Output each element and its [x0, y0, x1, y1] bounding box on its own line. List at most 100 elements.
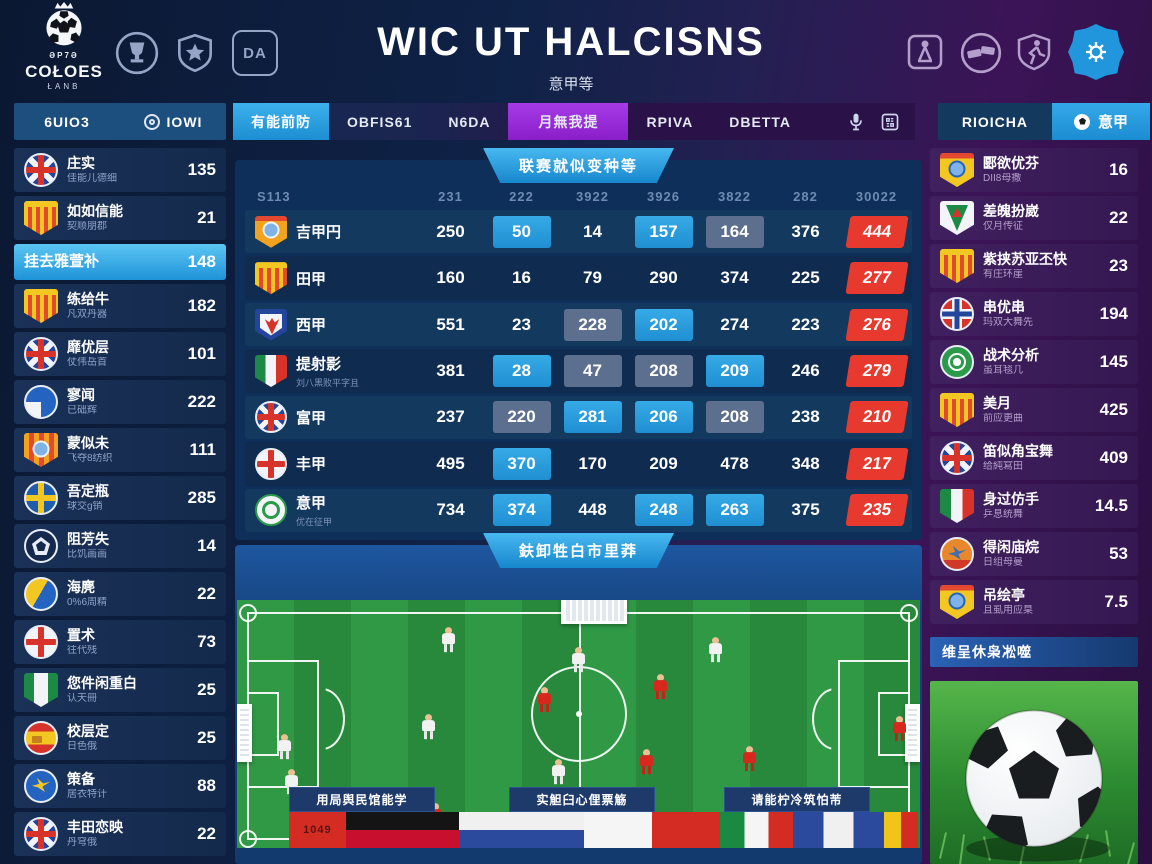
nav-button-label: 6UIO3	[44, 113, 90, 130]
column-header: 231	[438, 188, 463, 204]
list-item-text: 串优串 玛双大舞先	[983, 299, 1091, 329]
uk-flag-icon	[24, 153, 58, 187]
stat-value: 228	[563, 308, 622, 341]
left-sidebar-list-item[interactable]: 您件闲重白 认天冊 25	[14, 668, 226, 712]
pitch-panel-badge: 鈇卸牲白市里莽	[482, 533, 675, 568]
stat-value: 734	[436, 500, 465, 520]
nav-button-1[interactable]: 6UIO3	[14, 103, 120, 140]
left-sidebar-list-item[interactable]: 策备 居衣特计 88	[14, 764, 226, 808]
stat-cell: 50	[486, 215, 557, 248]
athlete-icon[interactable]	[903, 30, 949, 76]
left-sidebar-list-item[interactable]: 阻芳失 比饥画画 14	[14, 524, 226, 568]
list-item-subtitle: 佳能儿德细	[67, 173, 117, 185]
list-item-title: 串优串	[983, 299, 1025, 316]
list-item-text: 战术分析 虽耳毯几	[983, 347, 1091, 377]
right-sidebar-list-item[interactable]: 串优串 玛双大舞先 194	[930, 292, 1138, 336]
right-sidebar-list-item[interactable]: 紫挟苏亚丕快 有庄环崖 23	[930, 244, 1138, 288]
right-sidebar-list-item[interactable]: 笛似角宝舞 给純寫田 409	[930, 436, 1138, 480]
left-sidebar-list-item[interactable]: 练给牛 凡双丹器 182	[14, 284, 226, 328]
player-shield-icon[interactable]	[1012, 30, 1058, 76]
stat-cell: 28	[486, 354, 557, 387]
tab-4[interactable]: 月無我提	[508, 103, 629, 140]
list-item-subtitle: 日组母曼	[983, 557, 1023, 569]
table-row[interactable]: 田甲 160 16 79 290 374 225 277	[245, 256, 912, 300]
handshake-icon[interactable]	[958, 30, 1004, 76]
right-sidebar-list-item[interactable]: 身过仿手 乒息统舞 14.5	[930, 484, 1138, 528]
stat-cell: 370	[486, 447, 557, 480]
right-sidebar-list-item[interactable]: 吊绘亭 且虱用应臬 7.5	[930, 580, 1138, 624]
list-item-value: 145	[1099, 352, 1128, 371]
stat-cell: 290	[628, 262, 699, 294]
list-item-subtitle: 有庄环崖	[983, 269, 1023, 281]
left-sidebar-list-item[interactable]: 蒙似未 飞夺8纺织 111	[14, 428, 226, 472]
right-sidebar-list-item[interactable]: 战术分析 虽耳毯几 145	[930, 340, 1138, 384]
norway-icon	[940, 297, 974, 331]
list-item-subtitle: 凡双丹器	[67, 309, 107, 321]
nigeria-icon	[24, 673, 58, 707]
list-item-subtitle: 前应更曲	[983, 413, 1023, 425]
list-item-text: 吊绘亭 且虱用应臬	[983, 587, 1095, 617]
stat-value: 381	[436, 360, 465, 380]
left-sidebar-list-item[interactable]: 寥闻 已础辉 222	[14, 380, 226, 424]
left-sidebar-list-item[interactable]: 庄实 佳能儿德细 135	[14, 148, 226, 192]
stat-value: 376	[791, 221, 820, 241]
column-header: 3922	[576, 188, 609, 204]
nav-button-right-2[interactable]: 意甲	[1051, 103, 1150, 140]
right-sidebar-list-item[interactable]: 差魄扮崴 仅月传征 22	[930, 196, 1138, 240]
table-row[interactable]: 吉甲円 250 50 14 157 164 376 444	[245, 210, 912, 254]
right-sidebar-list-item[interactable]: 美月 前应更曲 425	[930, 388, 1138, 432]
page-subtitle: 意甲等	[548, 76, 594, 93]
star-shield-icon[interactable]	[172, 30, 218, 76]
left-sidebar-list-item[interactable]: 置术 往代残 73	[14, 620, 226, 664]
table-row[interactable]: 意甲 优在征甲 734 374 448 248 263 375 235	[245, 488, 912, 532]
list-item-title: 美月	[983, 395, 1011, 412]
list-item-title: 寥闻	[67, 387, 95, 404]
table-row[interactable]: 提射影 刘八黑败平字且 381 28 47 208 209 246 279	[245, 349, 912, 393]
stat-value: 277	[844, 262, 909, 295]
list-item-text: 置术 往代残	[67, 627, 188, 657]
left-sidebar-list-item[interactable]: 如如信能 契顺朋郡 21	[14, 196, 226, 240]
list-item-subtitle: DII8母撒	[983, 173, 1022, 185]
mic-icon[interactable]	[839, 103, 873, 140]
tab-5[interactable]: RPIVA	[628, 103, 711, 140]
right-sidebar-list-item[interactable]: 得闲庙烷 日组母曼 53	[930, 532, 1138, 576]
red-player-marker	[652, 674, 668, 701]
red-player-marker	[536, 686, 552, 714]
uk-flag-icon	[24, 337, 58, 371]
settings-badge-icon[interactable]	[1068, 24, 1124, 80]
stat-value: 263	[705, 494, 764, 527]
tab-6[interactable]: DBETTA	[711, 103, 809, 140]
list-item-title: 策备	[67, 771, 95, 788]
nav-button-2[interactable]: IOWI	[120, 103, 226, 140]
table-row[interactable]: 西甲 551 23 228 202 274 223 276	[245, 302, 912, 347]
flag-tile: 1049	[289, 812, 346, 848]
left-sidebar-list-item[interactable]: 靡优层 仗伟岳首 101	[14, 332, 226, 376]
app-logo[interactable]: ƏP7Ə COŁOES ŁANB	[18, 2, 110, 91]
stat-cell: 220	[486, 401, 557, 434]
left-sidebar-list-item[interactable]: 挂去雅萱补 148	[14, 244, 226, 280]
trophy-icon[interactable]	[114, 30, 160, 76]
tab-3[interactable]: N6DA	[430, 103, 508, 140]
bird-blue-icon	[24, 769, 58, 803]
stat-cell: 157	[628, 215, 699, 248]
nav-button-right-1[interactable]: RIOICHA	[937, 103, 1052, 140]
tab-2[interactable]: OBFIS61	[329, 103, 430, 140]
list-item-title: 靡优层	[67, 339, 109, 356]
table-row[interactable]: 富甲 237 220 281 206 208 238 210	[245, 395, 912, 440]
left-sidebar-list-item[interactable]: 吾定瓶 球交g销 285	[14, 476, 226, 520]
player-head	[431, 803, 439, 811]
tab-1[interactable]: 有能前防	[233, 103, 329, 140]
table-row[interactable]: 丰甲 495 370 170 209 478 348 217	[245, 442, 912, 486]
left-sidebar-list-item[interactable]: 丰田恋映 丹穹俄 22	[14, 812, 226, 856]
stat-cell: 202	[628, 308, 699, 341]
page-title: WIC UT HALCISNS	[377, 20, 765, 64]
right-sidebar-list-item[interactable]: 郾欲优芬 DII8母撒 16	[930, 148, 1138, 192]
penalty-box-right	[838, 659, 910, 789]
da-badge-icon[interactable]: DA	[232, 30, 278, 76]
flag-strip: 1049	[289, 812, 919, 848]
grid-icon[interactable]	[873, 103, 907, 140]
league-text: 意甲 优在征甲	[296, 492, 332, 528]
stat-cell: 348	[770, 448, 841, 480]
left-sidebar-list-item[interactable]: 海麂 0%6周精 22	[14, 572, 226, 616]
left-sidebar-list-item[interactable]: 校层定 日色俄 25	[14, 716, 226, 760]
